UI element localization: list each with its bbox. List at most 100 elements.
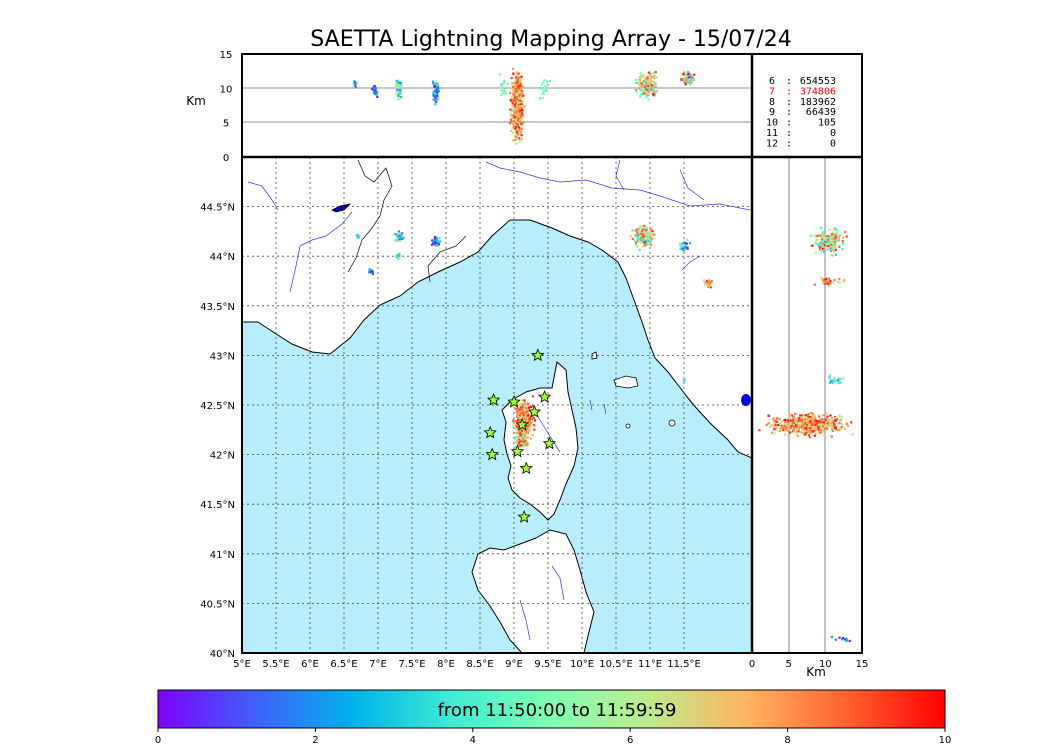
lon-tick-label: 10.5°E [599,659,633,670]
altitude-source-point [775,425,778,428]
lightning-source-point [528,418,532,421]
altitude-source-point [399,89,402,92]
altitude-source-point [510,120,513,124]
altitude-source-point [433,94,436,97]
lightning-source-point [524,404,527,407]
altitude-source-point [514,119,518,122]
altitude-source-point [654,70,657,74]
lat-tick-label: 42°N [210,451,235,462]
lightning-source-point [519,433,522,437]
lightning-source-point [644,245,647,248]
altitude-source-point [835,236,838,239]
altitude-source-point [809,419,812,422]
altitude-source-point [839,377,842,381]
lightning-source-point [683,379,686,382]
altitude-source-point [831,237,834,240]
altitude-source-point [813,434,817,437]
altitude-source-point [794,419,797,423]
altitude-source-point [848,639,851,642]
altitude-source-point [835,232,839,235]
altitude-source-point [809,234,813,237]
lightning-source-point [636,228,639,231]
lightning-source-point [651,230,654,233]
altitude-source-point [435,90,438,93]
altitude-source-point [520,128,523,131]
lightning-source-point [707,285,711,288]
lightning-source-point [434,235,437,239]
lightning-source-point [523,431,526,434]
lightning-source-point [437,243,440,246]
altitude-source-point [835,418,839,421]
altitude-source-point [792,421,795,425]
altitude-source-point [511,99,514,102]
altitude-source-point [373,84,376,88]
altitude-source-point [517,115,520,118]
altitude-source-point [646,77,649,80]
lightning-source-point [529,405,533,409]
altitude-source-point [517,82,521,85]
altitude-source-point [638,87,641,90]
altitude-source-point [838,278,841,281]
lightning-source-point [355,234,358,237]
lat-tick-label: 43.5°N [200,302,235,313]
altitude-source-point [836,428,839,432]
altitude-source-point [786,425,789,428]
altitude-source-point [516,124,519,127]
altitude-source-point [642,89,645,92]
altitude-source-point [828,381,832,384]
lightning-source-point [398,238,401,241]
altitude-source-point [689,74,692,78]
altitude-source-point [649,86,652,89]
lightning-source-point [645,243,648,246]
stat-source-count: 105 [818,118,836,129]
lightning-source-point [524,443,527,446]
altitude-source-point [808,418,811,421]
altitude-source-point [819,242,822,245]
altitude-source-point [807,413,810,416]
altitude-source-point [824,281,827,284]
altitude-source-point [827,236,830,239]
lightning-source-point [528,423,531,426]
altitude-source-point [513,105,517,108]
altitude-source-point [800,418,804,421]
altitude-source-point [829,282,832,285]
altitude-source-point [826,281,829,284]
altitude-source-point [504,90,507,93]
altitude-source-point [758,429,761,432]
lightning-source-point [637,233,640,236]
altitude-source-point [650,84,653,87]
altitude-source-point [838,234,842,237]
altitude-source-point [395,92,399,96]
lightning-source-point [640,230,644,233]
altitude-source-point [500,89,503,92]
altitude-source-point [435,86,439,89]
altitude-source-point [515,116,518,119]
lightning-source-point [518,429,521,432]
altitude-source-point [685,82,688,85]
lightning-source-point [521,405,524,409]
colorbar-tick-label: 8 [784,735,790,746]
altitude-source-point [645,90,648,94]
altitude-source-point [806,422,809,425]
lightning-source-point [517,409,520,412]
lightning-source-point [649,237,653,240]
altitude-source-point [511,85,514,89]
lon-tick-label: 6°E [301,659,319,670]
altitude-source-point [845,235,848,238]
altitude-source-point [516,128,520,131]
altitude-source-point [790,423,793,426]
altitude-source-point [825,277,828,280]
altitude-source-point [834,242,837,245]
altitude-source-point [518,80,521,84]
lma-station-star [483,425,497,439]
altitude-source-point [795,420,798,423]
altitude-source-point [514,113,517,116]
altitude-source-point [833,378,836,381]
altitude-source-point [782,428,785,431]
lightning-source-point [512,424,515,427]
altitude-source-point [516,78,520,81]
lightning-source-point [369,268,372,272]
top-ylabel: Km [186,94,206,108]
lightning-source-point [649,234,653,238]
altitude-source-point [434,94,437,97]
